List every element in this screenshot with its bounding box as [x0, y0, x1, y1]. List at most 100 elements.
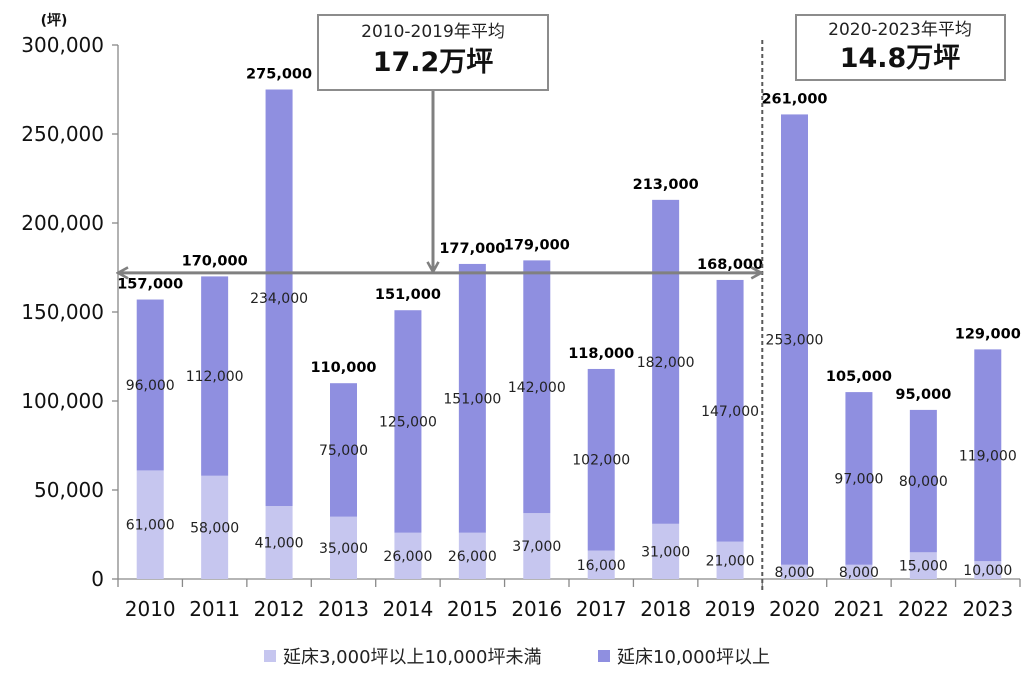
bar-segment-label: 102,000	[572, 453, 630, 469]
bar-segment-series-1	[652, 523, 680, 579]
x-tick-label: 2018	[640, 597, 691, 621]
bar-segment-label: 8,000	[774, 565, 814, 581]
y-tick-label: 0	[91, 567, 104, 591]
x-tick-label: 2019	[705, 597, 756, 621]
bar-segment-label: 234,000	[250, 291, 308, 307]
average-period-label: 2010-2019年平均	[361, 22, 505, 42]
bar-segment-series-1	[909, 552, 937, 579]
average-period-label: 2020-2023年平均	[828, 20, 972, 40]
bar-segment-series-1	[136, 470, 164, 579]
x-tick-label: 2012	[254, 597, 305, 621]
bar-total-label: 151,000	[375, 287, 441, 303]
bar-segment-label: 37,000	[512, 539, 561, 555]
bar-segment-series-1	[330, 516, 357, 579]
bar-segment-label: 151,000	[443, 391, 501, 407]
average-value-label: 14.8万坪	[840, 43, 961, 74]
x-tick-label: 2011	[189, 597, 240, 621]
bar-segment-series-1	[974, 561, 1002, 579]
y-tick-label: 200,000	[21, 211, 104, 235]
bar-segment-series-2	[330, 383, 357, 517]
y-tick-label: 250,000	[21, 122, 104, 146]
x-tick-label: 2015	[447, 597, 498, 621]
bar-segment-label: 15,000	[899, 559, 948, 575]
legend-label: 延床10,000坪以上	[617, 647, 770, 668]
bar-segment-series-2	[458, 263, 486, 533]
bar-segment-label: 41,000	[255, 536, 304, 552]
bar-total-label: 177,000	[439, 241, 505, 257]
period-average-marks	[118, 40, 764, 592]
bar-segment-label: 253,000	[766, 333, 824, 349]
legend-swatch	[598, 650, 610, 662]
bar-segment-series-2	[587, 368, 615, 551]
bar-segment-label: 75,000	[319, 443, 368, 459]
x-tick-label: 2014	[382, 597, 433, 621]
legend: 延床3,000坪以上10,000坪未満 延床10,000坪以上	[264, 647, 770, 668]
bar-segment-series-1	[587, 550, 615, 579]
bar-segment-label: 31,000	[641, 544, 690, 560]
bar-segment-series-2	[845, 392, 873, 565]
average-box-first-period: 2010-2019年平均 17.2万坪	[317, 14, 549, 91]
y-tick-label: 150,000	[21, 300, 104, 324]
bar-segment-series-2	[781, 114, 808, 565]
bar-total-label: 261,000	[761, 91, 827, 107]
bars-group	[136, 89, 1002, 579]
y-tick-label: 300,000	[21, 33, 104, 57]
bar-segment-label: 21,000	[706, 553, 755, 569]
bar-segment-series-1	[781, 564, 808, 579]
bar-total-label: 157,000	[117, 277, 183, 293]
bar-segment-label: 112,000	[186, 369, 244, 385]
average-value-label: 17.2万坪	[373, 47, 494, 78]
bar-segment-label: 8,000	[839, 565, 879, 581]
bar-segment-label: 147,000	[701, 404, 759, 420]
y-tick-label: 50,000	[34, 478, 104, 502]
bar-segment-series-2	[523, 260, 551, 514]
bar-segment-series-1	[716, 541, 744, 579]
x-tick-label: 2021	[833, 597, 884, 621]
bar-segment-label: 35,000	[319, 541, 368, 557]
y-tick-label: 100,000	[21, 389, 104, 413]
bar-segment-series-2	[652, 199, 680, 524]
bar-total-label: 170,000	[182, 253, 248, 269]
bar-segment-series-1	[265, 506, 293, 579]
bar-segment-series-1	[201, 475, 229, 579]
bar-segment-series-2	[716, 279, 744, 542]
bar-segment-series-1	[458, 532, 486, 579]
x-tick-label: 2013	[318, 597, 369, 621]
x-tick-label: 2016	[511, 597, 562, 621]
bar-segment-series-2	[201, 276, 229, 476]
bar-segment-label: 26,000	[383, 549, 432, 565]
bar-segment-label: 61,000	[126, 518, 175, 534]
bar-segment-label: 119,000	[959, 448, 1017, 464]
bar-segment-series-1	[394, 532, 422, 579]
bar-segment-series-2	[974, 349, 1002, 562]
bar-segment-series-2	[394, 310, 422, 533]
bar-total-label: 168,000	[697, 257, 763, 273]
bar-total-label: 118,000	[568, 346, 634, 362]
bar-segment-series-1	[523, 513, 551, 579]
bar-total-label: 213,000	[633, 177, 699, 193]
bar-total-label: 275,000	[246, 67, 312, 83]
bar-segment-label: 125,000	[379, 414, 437, 430]
x-tick-label: 2010	[125, 597, 176, 621]
average-box-frame	[795, 14, 1006, 81]
bar-segment-label: 58,000	[190, 520, 239, 536]
bar-segment-label: 97,000	[834, 471, 883, 487]
bar-segment-label: 96,000	[126, 378, 175, 394]
bar-total-label: 179,000	[504, 237, 570, 253]
legend-swatch	[264, 650, 276, 662]
bar-total-label: 95,000	[895, 387, 951, 403]
bar-total-label: 129,000	[955, 326, 1021, 342]
bar-total-label: 105,000	[826, 369, 892, 385]
bar-segment-series-2	[265, 89, 293, 507]
y-axis-unit-label: (坪)	[41, 13, 68, 29]
x-tick-label: 2022	[898, 597, 949, 621]
average-box-second-period: 2020-2023年平均 14.8万坪	[795, 14, 1006, 81]
bar-labels-group: 61,000 96,000 157,000 58,000 112,000 170,000 4…	[117, 67, 1021, 581]
bar-segment-label: 26,000	[448, 549, 497, 565]
x-tick-label: 2017	[576, 597, 627, 621]
x-tick-label: 2020	[769, 597, 820, 621]
bar-segment-label: 142,000	[508, 380, 566, 396]
bar-segment-series-2	[136, 299, 164, 471]
legend-label: 延床3,000坪以上10,000坪未満	[283, 647, 542, 668]
